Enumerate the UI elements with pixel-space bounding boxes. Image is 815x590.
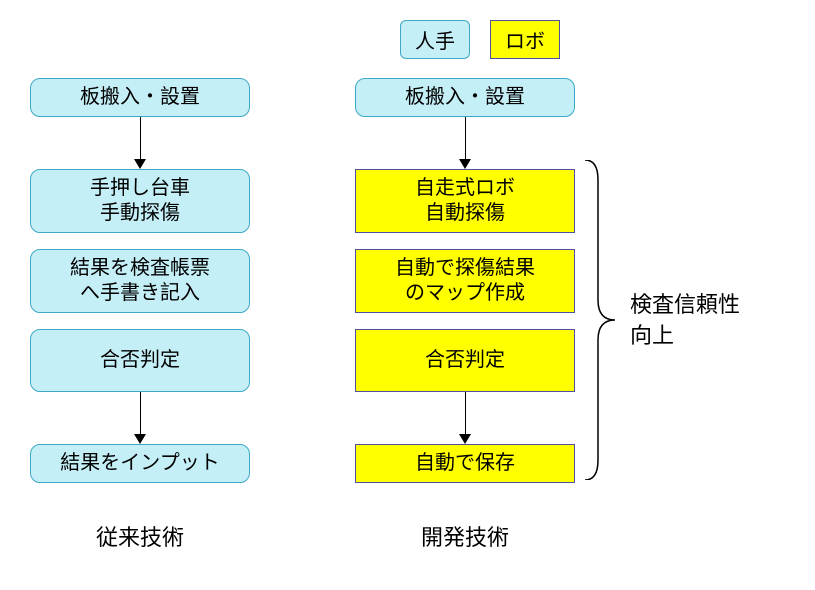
- arrow: [134, 117, 146, 169]
- node-text: 手押し台車手動探傷: [90, 177, 190, 224]
- column-label-right: 開発技術: [355, 520, 575, 552]
- node-text: 結果を検査帳票へ手書き記入: [70, 257, 210, 304]
- node-left-1: 手押し台車手動探傷: [30, 169, 250, 233]
- side-note: 検査信頼性向上: [630, 290, 740, 352]
- node-text: 板搬入・設置: [80, 86, 200, 108]
- label-text: 開発技術: [421, 525, 509, 550]
- legend-manual-label: 人手: [415, 31, 455, 53]
- node-left-3: 合否判定: [30, 329, 250, 392]
- arrow: [459, 117, 471, 169]
- column-conventional: 板搬入・設置 手押し台車手動探傷 結果を検査帳票へ手書き記入 合否判定 結果をイ…: [30, 78, 250, 483]
- legend-robot: ロボ: [490, 20, 560, 59]
- legend: 人手 ロボ: [400, 20, 560, 59]
- legend-robot-label: ロボ: [505, 31, 545, 53]
- column-label-left: 従来技術: [30, 520, 250, 552]
- node-right-1: 自走式ロボ自動探傷: [355, 169, 575, 233]
- node-right-0: 板搬入・設置: [355, 78, 575, 117]
- node-left-0: 板搬入・設置: [30, 78, 250, 117]
- node-left-4: 結果をインプット: [30, 444, 250, 483]
- node-left-2: 結果を検査帳票へ手書き記入: [30, 249, 250, 313]
- node-text: 自動で探傷結果のマップ作成: [395, 257, 535, 304]
- node-right-2: 自動で探傷結果のマップ作成: [355, 249, 575, 313]
- node-text: 板搬入・設置: [405, 86, 525, 108]
- node-text: 自動で保存: [415, 452, 515, 474]
- label-text: 従来技術: [96, 525, 184, 550]
- legend-manual: 人手: [400, 20, 470, 59]
- brace-icon: [580, 160, 620, 480]
- side-note-text: 検査信頼性向上: [630, 292, 740, 348]
- node-right-3: 合否判定: [355, 329, 575, 392]
- node-text: 合否判定: [100, 349, 180, 371]
- node-text: 自走式ロボ自動探傷: [415, 177, 515, 224]
- node-text: 合否判定: [425, 349, 505, 371]
- arrow: [459, 392, 471, 444]
- arrow: [134, 392, 146, 444]
- node-text: 結果をインプット: [60, 452, 219, 474]
- node-right-4: 自動で保存: [355, 444, 575, 483]
- column-developed: 板搬入・設置 自走式ロボ自動探傷 自動で探傷結果のマップ作成 合否判定 自動で保…: [355, 78, 575, 483]
